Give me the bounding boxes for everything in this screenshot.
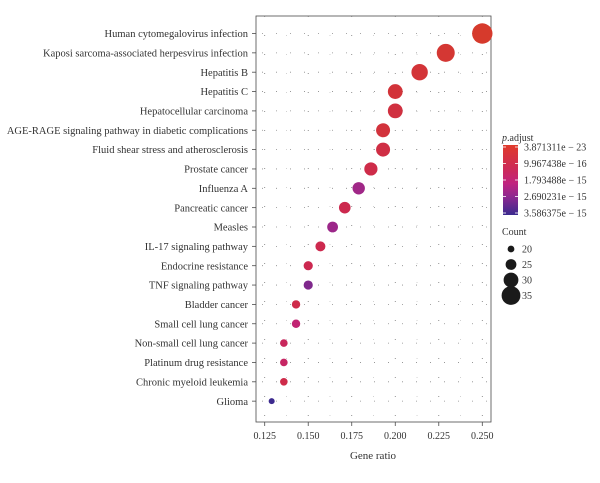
- size-legend-label: 35: [522, 291, 532, 302]
- size-legend-items: 20 25 30 35: [501, 244, 532, 305]
- color-legend: p.adjust 3.871311e − 23 9.967438e − 16 1.7…: [501, 133, 587, 219]
- y-tick-label: Bladder cancer: [185, 300, 249, 311]
- size-legend-dot: [507, 245, 515, 253]
- color-legend-label: 3.871311e − 23: [524, 142, 586, 153]
- y-tick-label: Hepatitis B: [200, 68, 248, 79]
- data-point: [352, 182, 365, 195]
- data-point: [280, 378, 288, 386]
- size-legend-dot: [505, 259, 517, 270]
- data-point: [315, 241, 326, 252]
- x-ticks: 0.125 0.150 0.175 0.200 0.225 0.250: [253, 422, 494, 442]
- color-legend-title-rest: .adjust: [507, 133, 534, 144]
- size-legend-label: 25: [522, 260, 532, 271]
- y-tick-label: TNF signaling pathway: [149, 281, 249, 292]
- y-tick-label: Pancreatic cancer: [174, 203, 248, 214]
- y-tick-label: Kaposi sarcoma-associated herpesvirus in…: [43, 48, 249, 59]
- color-legend-label: 1.793488e − 15: [524, 175, 587, 186]
- data-point: [338, 201, 351, 214]
- color-legend-label: 9.967438e − 16: [524, 159, 587, 170]
- size-legend-label: 30: [522, 275, 532, 286]
- x-tick-label: 0.250: [471, 431, 494, 442]
- y-tick-label: Endocrine resistance: [161, 261, 249, 272]
- color-legend-bar: [503, 145, 518, 215]
- plot-panel: [255, 15, 492, 423]
- size-legend: Count 20 25 30 35: [501, 227, 532, 305]
- data-point: [268, 398, 275, 405]
- y-tick-label: Chronic myeloid leukemia: [136, 377, 248, 388]
- data-point: [436, 43, 455, 62]
- x-tick-label: 0.175: [340, 431, 363, 442]
- size-legend-label: 20: [522, 244, 532, 255]
- color-legend-label: 3.586375e − 15: [524, 208, 587, 219]
- y-tick-label: Glioma: [217, 397, 249, 408]
- color-legend-title: p.adjust: [501, 133, 534, 144]
- data-point: [376, 123, 391, 138]
- y-tick-label: Hepatocellular carcinoma: [140, 107, 248, 118]
- data-point: [411, 63, 428, 81]
- data-point: [291, 300, 301, 309]
- x-tick-label: 0.200: [384, 431, 407, 442]
- y-tick-label: Platinum drug resistance: [144, 358, 248, 369]
- color-legend-label: 2.690231e − 15: [524, 192, 587, 203]
- data-point: [280, 358, 288, 367]
- y-tick-label: AGE-RAGE signaling pathway in diabetic c…: [7, 126, 248, 137]
- y-tick-label: Measles: [214, 223, 248, 234]
- x-tick-label: 0.150: [297, 431, 320, 442]
- data-point: [364, 162, 378, 176]
- y-tick-label: Human cytomegalovirus infection: [105, 29, 249, 40]
- data-point: [291, 319, 301, 328]
- size-legend-dot: [503, 272, 519, 288]
- color-legend-labels: 3.871311e − 23 9.967438e − 16 1.793488e − …: [503, 142, 587, 219]
- color-legend-title-italic: p: [501, 133, 507, 144]
- y-tick-label: Hepatitis C: [200, 87, 248, 98]
- size-legend-title: Count: [502, 227, 527, 238]
- data-point: [376, 142, 391, 157]
- y-tick-label: Prostate cancer: [184, 165, 248, 176]
- y-tick-label: Fluid shear stress and atherosclerosis: [92, 145, 248, 156]
- data-point: [303, 280, 313, 290]
- y-tick-label: Non-small cell lung cancer: [135, 339, 249, 350]
- data-point: [387, 103, 403, 119]
- data-point: [327, 221, 338, 233]
- data-point: [472, 23, 493, 44]
- x-tick-label: 0.225: [428, 431, 451, 442]
- data-point: [303, 261, 313, 271]
- y-ticks: Human cytomegalovirus infection Kaposi sa…: [7, 29, 256, 408]
- size-legend-dot: [501, 286, 521, 305]
- x-axis-title: Gene ratio: [350, 450, 397, 462]
- y-tick-label: Small cell lung cancer: [154, 319, 248, 330]
- y-tick-label: IL-17 signaling pathway: [145, 242, 249, 253]
- data-point: [387, 84, 403, 99]
- y-tick-label: Influenza A: [199, 184, 249, 195]
- data-point: [280, 339, 288, 347]
- x-tick-label: 0.125: [253, 431, 276, 442]
- data-points: [268, 23, 493, 405]
